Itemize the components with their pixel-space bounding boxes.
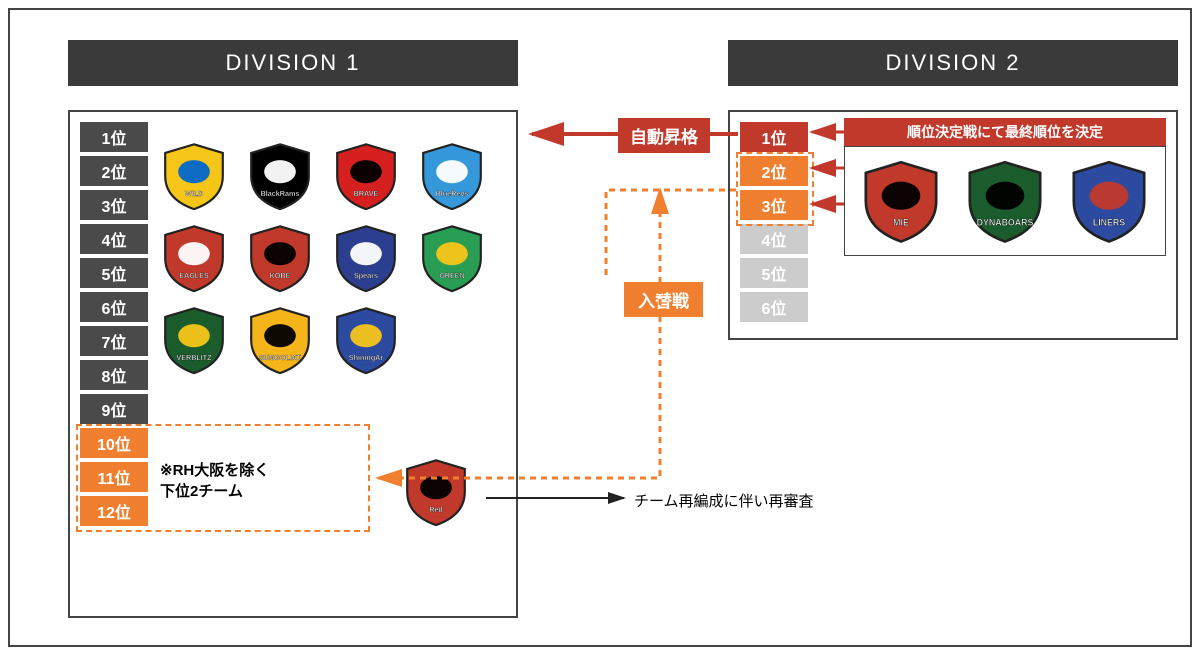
- playoff-title-bar: 順位決定戦にて最終順位を決定: [844, 118, 1166, 146]
- team-logo: EAGLES: [158, 222, 230, 294]
- svg-text:BlueRevs: BlueRevs: [436, 189, 469, 198]
- team-logo: SUNGOLIAT: [244, 304, 316, 376]
- svg-text:GREEN: GREEN: [439, 271, 465, 280]
- rank-cell: 3位: [80, 190, 148, 220]
- auto-promotion-label: 自動昇格: [618, 118, 710, 153]
- rank-cell: 6位: [80, 292, 148, 322]
- svg-text:Spears: Spears: [354, 271, 378, 280]
- playoff-teams-box: MIE DYNABOARS LINERS: [844, 146, 1166, 256]
- rank-cell: 1位: [740, 122, 808, 152]
- team-logo: BlackRams: [244, 140, 316, 212]
- svg-text:SUNGOLIAT: SUNGOLIAT: [259, 353, 301, 362]
- team-logo: WILD: [158, 140, 230, 212]
- svg-text:DYNABOARS: DYNABOARS: [977, 218, 1034, 228]
- rank-cell: 8位: [80, 360, 148, 390]
- svg-text:KOBE: KOBE: [270, 271, 291, 280]
- svg-text:BlackRams: BlackRams: [261, 189, 300, 198]
- team-logo: LINERS: [1065, 157, 1153, 245]
- team-logo: Red: [400, 456, 472, 528]
- d1-note-line1: ※RH大阪を除く: [160, 462, 269, 479]
- rank-cell: 6位: [740, 292, 808, 322]
- team-logo: ShiningAr: [330, 304, 402, 376]
- rank-cell: 9位: [80, 394, 148, 424]
- rank-cell: 7位: [80, 326, 148, 356]
- team-logo: MIE: [857, 157, 945, 245]
- team-logo: BRAVE: [330, 140, 402, 212]
- svg-text:BRAVE: BRAVE: [354, 189, 379, 198]
- team-logo: KOBE: [244, 222, 316, 294]
- team-logo: VERBLITZ: [158, 304, 230, 376]
- rank-cell: 1位: [80, 122, 148, 152]
- svg-text:MIE: MIE: [893, 218, 909, 228]
- rank-cell: 5位: [740, 258, 808, 288]
- d1-team-logos: WILD BlackRams BRAVE BlueRevs EAGLES KOB…: [158, 140, 498, 376]
- rank-cell: 4位: [740, 224, 808, 254]
- team-logo: GREEN: [416, 222, 488, 294]
- reassessment-text: チーム再編成に伴い再審査: [634, 490, 814, 511]
- division-1-header: DIVISION 1: [68, 40, 518, 86]
- rank-cell: 2位: [80, 156, 148, 186]
- d1-note-line2: 下位2チーム: [160, 483, 243, 500]
- team-logo: Spears: [330, 222, 402, 294]
- svg-text:LINERS: LINERS: [1093, 218, 1125, 228]
- svg-text:WILD: WILD: [185, 189, 203, 198]
- team-logo: BlueRevs: [416, 140, 488, 212]
- division-2-header: DIVISION 2: [728, 40, 1178, 86]
- svg-text:VERBLITZ: VERBLITZ: [176, 353, 212, 362]
- replacement-match-label: 入替戦: [624, 282, 703, 317]
- red-hurricanes-logo: Red: [400, 456, 476, 532]
- d1-bottom2-note: ※RH大阪を除く 下位2チーム: [160, 460, 269, 502]
- d2-rank2-3-dashed-box: [736, 152, 814, 226]
- rank-cell: 5位: [80, 258, 148, 288]
- rank-cell: 4位: [80, 224, 148, 254]
- svg-text:Red: Red: [429, 505, 443, 514]
- svg-text:EAGLES: EAGLES: [179, 271, 209, 280]
- team-logo: DYNABOARS: [961, 157, 1049, 245]
- svg-text:ShiningAr: ShiningAr: [349, 353, 384, 362]
